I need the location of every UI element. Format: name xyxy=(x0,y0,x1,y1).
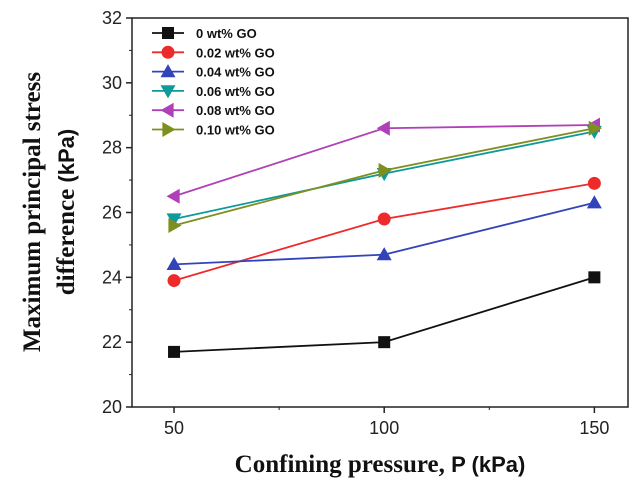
series-2 xyxy=(166,195,602,270)
legend-label: 0.08 wt% GO xyxy=(196,103,275,118)
x-axis-title-main: Confining pressure, xyxy=(235,451,451,478)
legend-item: 0.06 wt% GO xyxy=(152,84,275,99)
series-0 xyxy=(168,271,601,358)
legend-marker xyxy=(160,85,176,99)
legend-item: 0.10 wt% GO xyxy=(152,122,275,138)
y-tick-label: 20 xyxy=(102,397,122,417)
x-axis-title-unit: P (kPa) xyxy=(451,452,525,477)
x-tick-label: 150 xyxy=(579,418,609,438)
legend-label: 0 wt% GO xyxy=(196,26,257,41)
data-point xyxy=(168,217,182,233)
data-point xyxy=(166,256,182,270)
series-5 xyxy=(168,120,602,233)
y-axis-title-line2-main: difference xyxy=(53,183,80,296)
legend-marker xyxy=(160,102,174,118)
data-point xyxy=(167,274,181,288)
data-point xyxy=(588,271,601,284)
y-tick-label: 32 xyxy=(102,8,122,28)
x-tick-label: 100 xyxy=(369,418,399,438)
series-layer xyxy=(166,117,602,358)
data-point xyxy=(586,195,602,209)
y-axis-title: Maximum principal stress difference (kPa… xyxy=(19,72,80,352)
ticks: 20 22 24 26 28 30 32 50 100 150 xyxy=(102,8,609,438)
series-1 xyxy=(167,176,601,288)
data-point xyxy=(587,176,601,190)
data-point xyxy=(168,345,181,358)
data-point xyxy=(377,212,391,226)
data-point xyxy=(378,336,391,349)
data-point xyxy=(378,162,392,178)
y-tick-label: 24 xyxy=(102,267,122,287)
y-tick-label: 28 xyxy=(102,138,122,158)
y-axis-title-line2-unit: (kPa) xyxy=(54,129,79,183)
data-point xyxy=(376,247,392,261)
data-point xyxy=(166,188,180,204)
legend-item: 0 wt% GO xyxy=(152,26,257,41)
legend-marker xyxy=(162,122,176,137)
y-tick-label: 26 xyxy=(102,203,122,223)
legend-label: 0.04 wt% GO xyxy=(196,65,275,80)
legend-label: 0.06 wt% GO xyxy=(196,84,275,99)
legend-label: 0.02 wt% GO xyxy=(196,45,275,60)
legend-marker xyxy=(162,27,174,39)
legend-item: 0.04 wt% GO xyxy=(152,64,275,80)
y-axis-title-line2: difference (kPa) xyxy=(53,129,80,295)
data-point xyxy=(376,120,390,136)
data-point xyxy=(166,213,182,227)
y-axis-title-line1: Maximum principal stress xyxy=(19,72,46,352)
legend-marker xyxy=(160,64,176,78)
y-tick-label: 22 xyxy=(102,332,122,352)
x-tick-label: 50 xyxy=(164,418,184,438)
legend-marker xyxy=(161,45,175,59)
legend-label: 0.10 wt% GO xyxy=(196,123,275,138)
series-3 xyxy=(166,125,602,227)
series-line xyxy=(173,182,595,282)
x-axis-title: Confining pressure, P (kPa) xyxy=(235,451,526,478)
legend: 0 wt% GO 0.02 wt% GO 0.04 wt% GO 0.06 wt% G… xyxy=(152,26,275,138)
legend-item: 0.08 wt% GO xyxy=(152,102,275,118)
legend-item: 0.02 wt% GO xyxy=(152,45,275,60)
data-point xyxy=(588,120,602,136)
y-tick-label: 30 xyxy=(102,73,122,93)
